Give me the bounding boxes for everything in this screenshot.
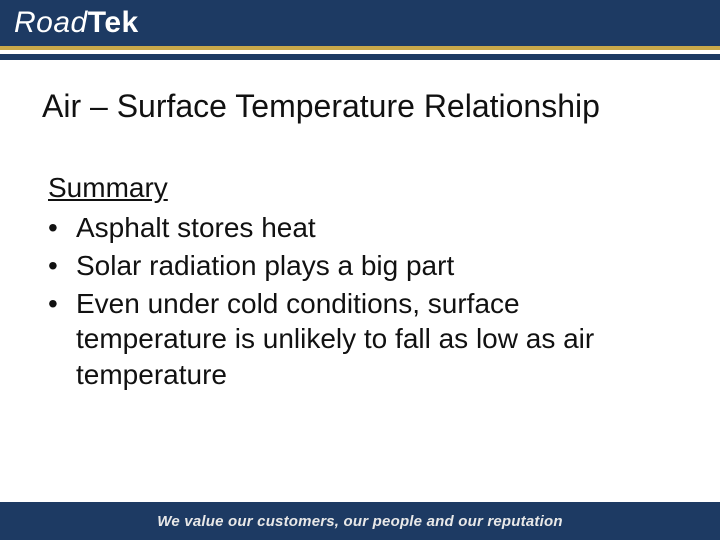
brand-part1: Road: [14, 6, 88, 39]
header-band: RoadTek: [0, 0, 720, 60]
slide: RoadTek Air – Surface Temperature Relati…: [0, 0, 720, 540]
bullet-item: Even under cold conditions, surface temp…: [48, 286, 660, 393]
bullet-item: Solar radiation plays a big part: [48, 248, 660, 284]
footer-text: We value our customers, our people and o…: [157, 513, 562, 530]
bullet-list: Asphalt stores heat Solar radiation play…: [48, 210, 660, 393]
header-stripe-navy: [0, 54, 720, 60]
bullet-item: Asphalt stores heat: [48, 210, 660, 246]
summary-heading: Summary: [48, 172, 660, 204]
brand-logo: RoadTek: [14, 6, 139, 40]
slide-title: Air – Surface Temperature Relationship: [42, 88, 678, 125]
slide-body: Summary Asphalt stores heat Solar radiat…: [48, 172, 660, 395]
brand-part2: Tek: [88, 6, 139, 39]
footer-band: We value our customers, our people and o…: [0, 502, 720, 540]
